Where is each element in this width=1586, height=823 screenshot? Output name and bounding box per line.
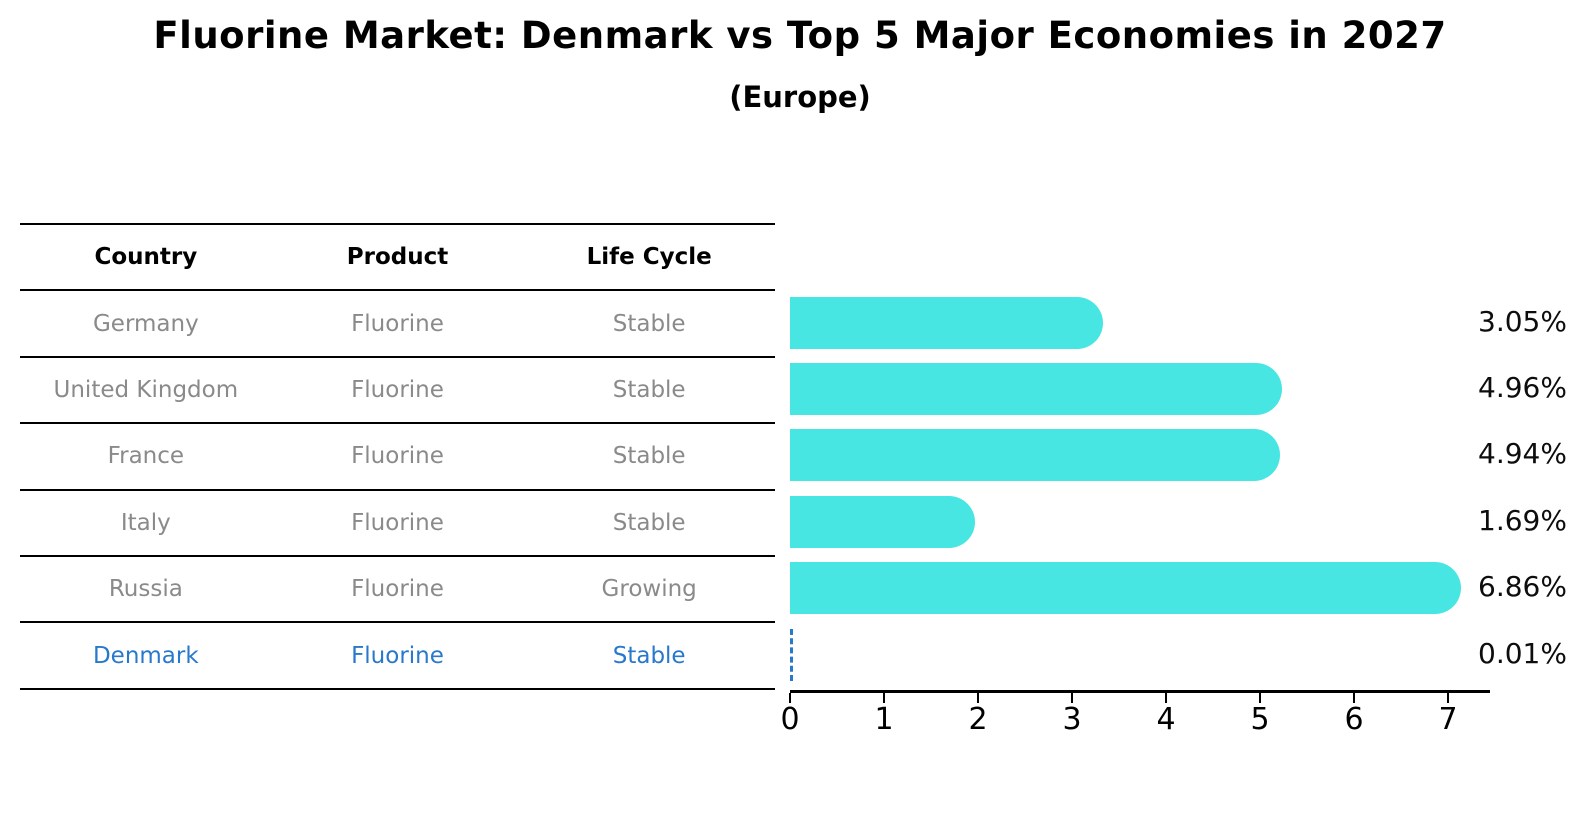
bar-germany <box>790 296 1103 349</box>
cell-life-cycle: Stable <box>612 310 686 337</box>
bar-russia <box>790 562 1461 615</box>
bar-denmark-dashed-marker <box>790 628 793 681</box>
value-label-germany: 3.05% <box>1478 304 1567 338</box>
x-tick-4 <box>1165 693 1167 703</box>
x-tick-label-0: 0 <box>780 702 800 737</box>
table-row-united-kingdom: United Kingdom Fluorine Stable <box>20 358 775 425</box>
cell-product: Fluorine <box>351 642 444 669</box>
cell-life-cycle: Growing <box>601 576 697 603</box>
table-row-denmark: Denmark Fluorine Stable <box>20 623 775 690</box>
value-label-united-kingdom: 4.96% <box>1478 371 1567 404</box>
cell-country: Denmark <box>92 642 199 669</box>
cell-life-cycle: Stable <box>612 376 686 403</box>
x-tick-7 <box>1447 693 1449 703</box>
column-header-product: Product <box>346 244 449 271</box>
cell-country: Russia <box>108 576 183 603</box>
x-tick-label-6: 6 <box>1344 702 1364 737</box>
bar-france <box>790 429 1281 482</box>
x-tick-label-4: 4 <box>1156 702 1176 737</box>
value-label-italy: 1.69% <box>1478 503 1567 537</box>
table-row-italy: Italy Fluorine Stable <box>20 491 775 557</box>
cell-product: Fluorine <box>351 576 444 603</box>
value-label-france: 4.94% <box>1478 437 1567 471</box>
column-header-lifecycle: Life Cycle <box>586 244 712 271</box>
table-body: Germany Fluorine Stable United Kingdom Fluor… <box>20 291 775 690</box>
x-tick-6 <box>1353 693 1355 703</box>
cell-product: Fluorine <box>351 310 444 337</box>
table-row-germany: Germany Fluorine Stable <box>20 291 775 358</box>
x-axis-line <box>790 690 1490 693</box>
cell-product: Fluorine <box>351 443 444 470</box>
bar-italy <box>790 495 975 548</box>
cell-life-cycle: Stable <box>612 509 686 536</box>
cell-product: Fluorine <box>351 376 444 403</box>
value-label-russia: 6.86% <box>1478 570 1567 604</box>
chart-subtitle: (Europe) <box>729 80 871 114</box>
x-tick-label-3: 3 <box>1062 702 1082 737</box>
cell-country: United Kingdom <box>53 376 239 403</box>
cell-life-cycle: Stable <box>612 642 686 669</box>
value-label-denmark: 0.01% <box>1478 636 1567 670</box>
cell-country: Italy <box>120 509 171 536</box>
column-header-country: Country <box>94 244 198 271</box>
table-header-row: Country Product Life Cycle <box>20 225 775 292</box>
x-tick-5 <box>1259 693 1261 703</box>
country-table: Country Product Life Cycle Germany Fluori… <box>20 223 775 690</box>
cell-country: Germany <box>92 310 199 337</box>
cell-country: France <box>107 443 185 470</box>
x-tick-0 <box>789 693 791 703</box>
x-tick-label-2: 2 <box>968 702 988 737</box>
x-tick-3 <box>1071 693 1073 703</box>
cell-product: Fluorine <box>351 509 444 536</box>
x-tick-label-5: 5 <box>1250 702 1270 737</box>
bar-united-kingdom <box>790 363 1283 415</box>
table-row-france: France Fluorine Stable <box>20 424 775 491</box>
x-tick-label-1: 1 <box>874 702 894 737</box>
x-tick-1 <box>883 693 885 703</box>
chart-title: Fluorine Market: Denmark vs Top 5 Major … <box>153 14 1447 57</box>
table-row-russia: Russia Fluorine Growing <box>20 557 775 624</box>
x-tick-2 <box>977 693 979 703</box>
x-tick-label-7: 7 <box>1438 702 1458 737</box>
cell-life-cycle: Stable <box>612 443 686 470</box>
